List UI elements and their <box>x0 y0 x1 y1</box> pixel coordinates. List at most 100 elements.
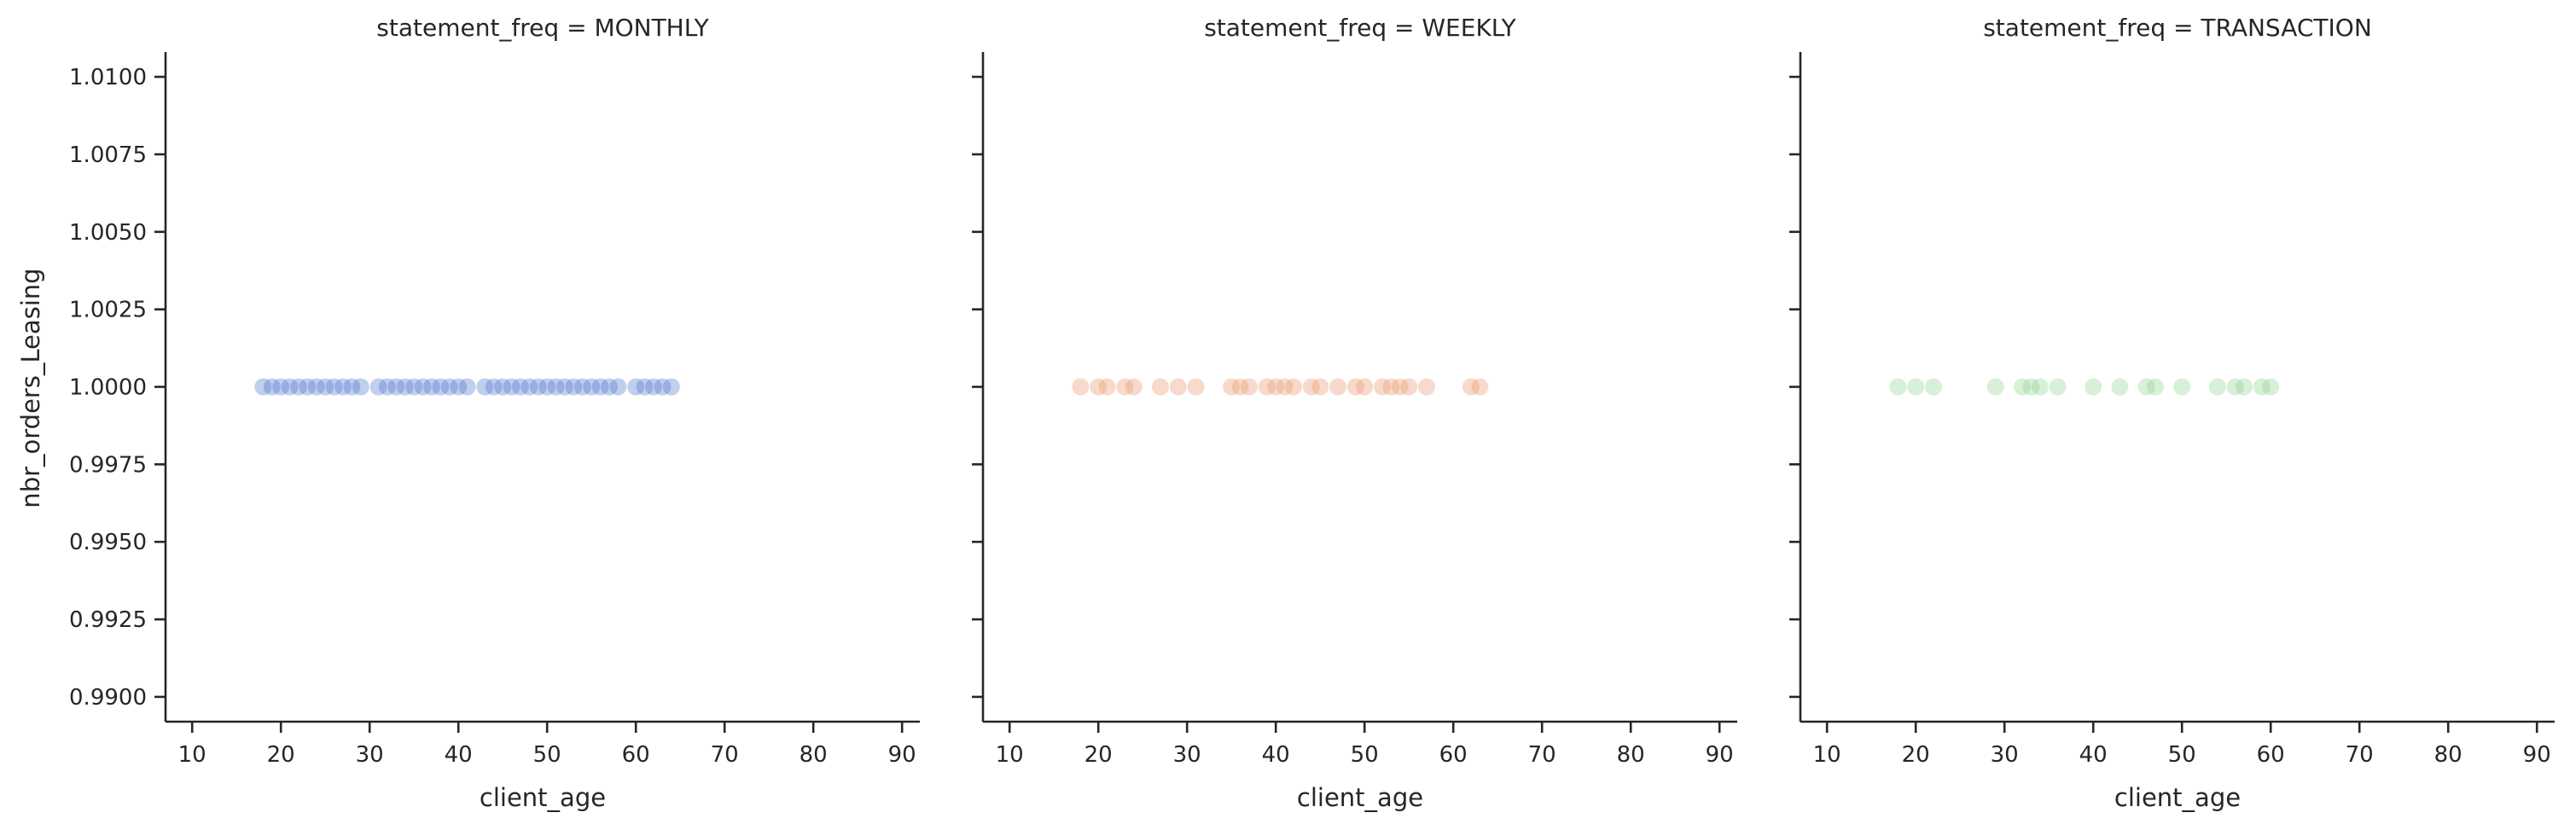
x-tick-label: 30 <box>356 742 384 768</box>
data-point <box>2085 378 2102 396</box>
x-tick-label: 20 <box>1084 742 1113 768</box>
y-tick-label: 1.0000 <box>69 375 147 401</box>
data-point <box>1258 378 1276 396</box>
x-tick-label: 40 <box>1262 742 1290 768</box>
data-point <box>334 378 352 396</box>
x-tick-label: 60 <box>1439 742 1468 768</box>
data-point <box>1346 378 1364 396</box>
data-point <box>2014 378 2031 396</box>
data-point <box>1125 378 1143 396</box>
data-point <box>343 378 361 396</box>
data-point <box>520 378 538 396</box>
x-axis-label: client_age <box>2114 783 2241 812</box>
data-point <box>636 378 654 396</box>
data-point <box>1116 378 1134 396</box>
data-point <box>1374 378 1391 396</box>
data-point <box>1285 378 1302 396</box>
data-point <box>1241 378 1258 396</box>
data-point <box>458 378 476 396</box>
x-tick-label: 20 <box>1902 742 1930 768</box>
x-tick-label: 20 <box>267 742 295 768</box>
data-point <box>609 378 627 396</box>
x-tick-label: 80 <box>1617 742 1645 768</box>
data-point <box>1231 378 1249 396</box>
y-tick-label: 0.9975 <box>69 452 147 478</box>
y-tick-label: 1.0075 <box>69 142 147 168</box>
data-point <box>645 378 662 396</box>
data-point <box>1152 378 1169 396</box>
data-point <box>2226 378 2244 396</box>
x-tick-label: 50 <box>533 742 561 768</box>
data-point <box>1925 378 1942 396</box>
data-point <box>662 378 680 396</box>
y-tick-label: 0.9950 <box>69 530 147 555</box>
data-point <box>1311 378 1329 396</box>
panel-title: statement_freq = WEEKLY <box>1204 14 1516 42</box>
data-point <box>1907 378 1925 396</box>
data-point <box>1391 378 1409 396</box>
x-tick-label: 10 <box>178 742 206 768</box>
x-tick-label: 90 <box>1706 742 1734 768</box>
data-point <box>272 378 290 396</box>
data-point <box>1276 378 1294 396</box>
data-point <box>1471 378 1489 396</box>
data-point <box>583 378 601 396</box>
data-point <box>450 378 468 396</box>
data-point <box>1356 378 1374 396</box>
data-point <box>2031 378 2049 396</box>
data-point <box>512 378 529 396</box>
y-tick-label: 1.0100 <box>69 65 147 90</box>
x-tick-label: 40 <box>445 742 473 768</box>
data-point <box>281 378 299 396</box>
data-point <box>290 378 307 396</box>
data-point <box>369 378 387 396</box>
facet-panel: statement_freq = TRANSACTION 10 20 30 40 50 60… <box>1789 14 2555 812</box>
data-point <box>591 378 609 396</box>
data-point <box>494 378 512 396</box>
data-point <box>2049 378 2067 396</box>
data-point <box>1889 378 1907 396</box>
data-point <box>1302 378 1320 396</box>
data-point <box>2111 378 2129 396</box>
data-point <box>379 378 396 396</box>
y-tick-label: 0.9925 <box>69 607 147 633</box>
x-tick-label: 50 <box>1351 742 1379 768</box>
x-tick-label: 90 <box>2523 742 2551 768</box>
data-point <box>414 378 432 396</box>
x-tick-label: 50 <box>2168 742 2196 768</box>
x-tick-label: 90 <box>888 742 916 768</box>
data-point <box>547 378 565 396</box>
data-point <box>423 378 440 396</box>
data-point <box>325 378 343 396</box>
x-tick-label: 10 <box>1813 742 1841 768</box>
y-axis-label: nbr_orders_Leasing <box>16 268 45 508</box>
data-point <box>1462 378 1480 396</box>
data-point <box>2173 378 2191 396</box>
data-point <box>1329 378 1346 396</box>
data-point <box>565 378 583 396</box>
data-point <box>627 378 645 396</box>
data-point <box>1986 378 2004 396</box>
y-tick-label: 0.9900 <box>69 685 147 711</box>
x-axis-label: client_age <box>480 783 606 812</box>
x-tick-label: 80 <box>2434 742 2463 768</box>
x-tick-label: 60 <box>622 742 650 768</box>
data-point <box>254 378 272 396</box>
data-point <box>503 378 520 396</box>
data-point <box>396 378 414 396</box>
y-tick-label: 1.0025 <box>69 298 147 323</box>
x-tick-label: 10 <box>996 742 1024 768</box>
data-point <box>2137 378 2155 396</box>
data-point <box>1400 378 1418 396</box>
data-point <box>529 378 547 396</box>
panel-title: statement_freq = MONTHLY <box>376 14 709 42</box>
data-point <box>2022 378 2040 396</box>
data-point <box>2262 378 2280 396</box>
data-point <box>476 378 494 396</box>
data-point <box>2147 378 2164 396</box>
facet-panel: statement_freq = WEEKLY 10 20 30 40 50 60 70 80 9… <box>972 14 1737 812</box>
x-tick-label: 40 <box>2079 742 2108 768</box>
x-tick-label: 80 <box>800 742 828 768</box>
data-point <box>405 378 423 396</box>
